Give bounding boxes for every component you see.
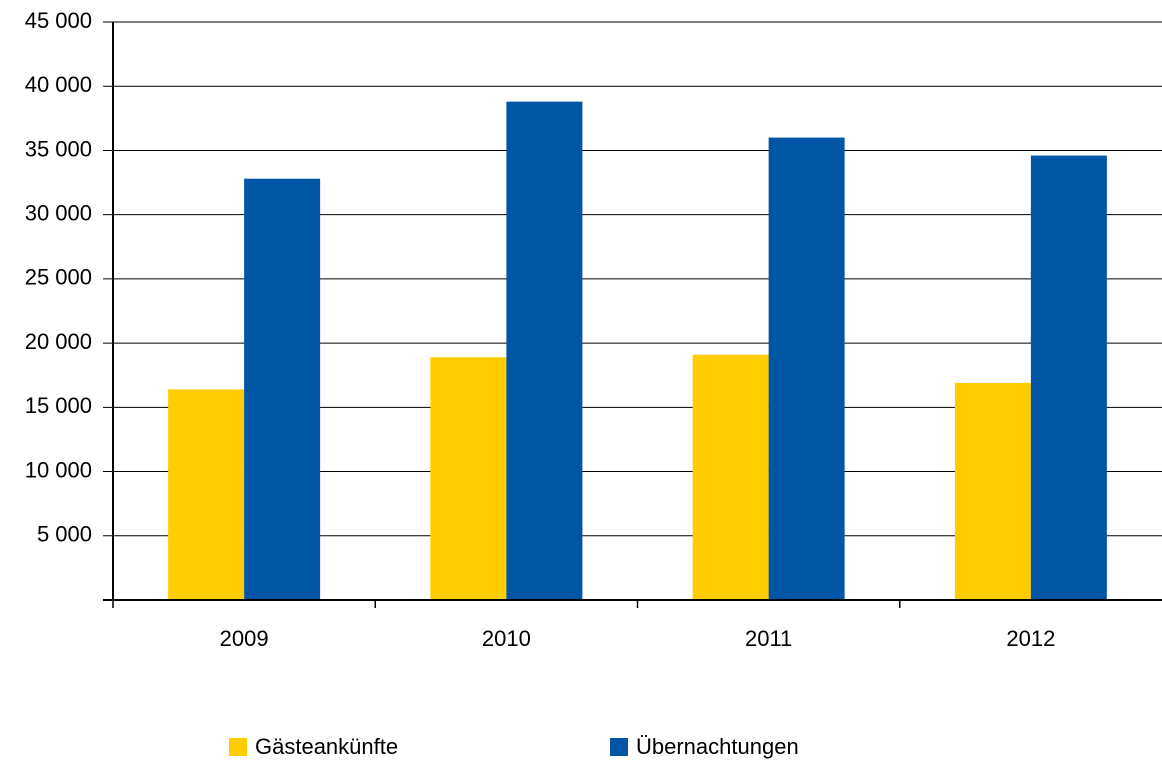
bar: [954, 382, 1031, 600]
y-tick-label: 30 000: [25, 200, 92, 225]
bar: [1030, 155, 1107, 601]
bar: [168, 389, 245, 600]
y-tick-label: 20 000: [25, 329, 92, 354]
x-tick-label: 2012: [1006, 626, 1055, 651]
legend-label: Gästeankünfte: [255, 734, 398, 759]
y-tick-label: 40 000: [25, 72, 92, 97]
x-tick-label: 2010: [482, 626, 531, 651]
legend-label: Übernachtungen: [636, 734, 799, 759]
x-tick-label: 2011: [745, 626, 792, 651]
y-tick-label: 5 000: [37, 522, 92, 547]
legend-swatch: [229, 738, 247, 756]
bar: [244, 178, 321, 601]
bar: [430, 357, 507, 600]
y-tick-label: 35 000: [25, 136, 92, 161]
bar: [692, 354, 769, 600]
y-tick-label: 45 000: [25, 8, 92, 33]
y-tick-label: 10 000: [25, 457, 92, 482]
y-tick-label: 15 000: [25, 393, 92, 418]
x-tick-label: 2009: [220, 626, 269, 651]
y-tick-label: 25 000: [25, 265, 92, 290]
bar: [768, 137, 845, 600]
bar: [506, 101, 583, 600]
legend-swatch: [610, 738, 628, 756]
